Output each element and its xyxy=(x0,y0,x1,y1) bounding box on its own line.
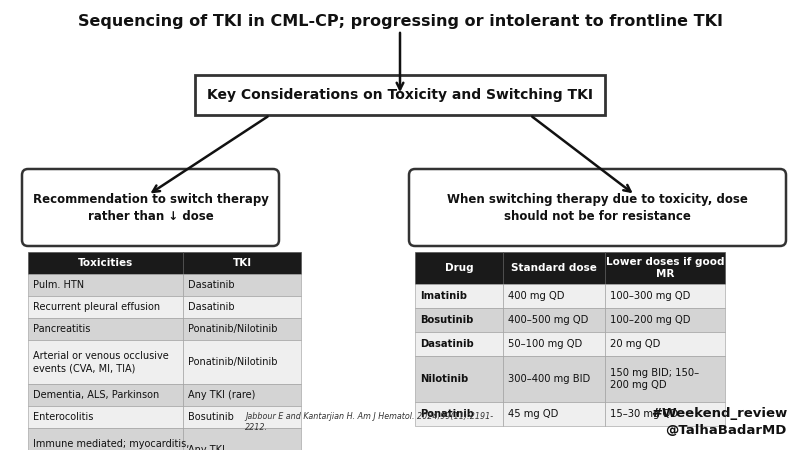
Bar xyxy=(503,332,605,356)
Bar xyxy=(503,308,605,332)
Bar xyxy=(183,296,301,318)
Text: @TalhaBadarMD: @TalhaBadarMD xyxy=(666,423,787,436)
Text: Arterial or venous occlusive
events (CVA, MI, TIA): Arterial or venous occlusive events (CVA… xyxy=(33,351,169,373)
Text: TKI: TKI xyxy=(233,258,251,268)
Text: Dasatinib: Dasatinib xyxy=(188,280,234,290)
Text: Dementia, ALS, Parkinson: Dementia, ALS, Parkinson xyxy=(33,390,159,400)
Bar xyxy=(28,274,183,296)
Bar xyxy=(415,308,503,332)
Bar xyxy=(183,252,301,274)
Bar xyxy=(605,252,725,284)
Text: 20 mg QD: 20 mg QD xyxy=(610,339,660,349)
Bar xyxy=(503,356,605,402)
Bar xyxy=(605,356,725,402)
Text: Nilotinib: Nilotinib xyxy=(420,374,468,384)
Bar xyxy=(183,318,301,340)
Text: Toxicities: Toxicities xyxy=(78,258,133,268)
Bar xyxy=(503,284,605,308)
Bar xyxy=(503,252,605,284)
FancyBboxPatch shape xyxy=(409,169,786,246)
Bar xyxy=(28,428,183,450)
Text: 400 mg QD: 400 mg QD xyxy=(508,291,565,301)
Bar xyxy=(28,384,183,406)
Text: Dasatinib: Dasatinib xyxy=(420,339,474,349)
Text: Standard dose: Standard dose xyxy=(511,263,597,273)
Text: 50–100 mg QD: 50–100 mg QD xyxy=(508,339,582,349)
Text: Recurrent pleural effusion: Recurrent pleural effusion xyxy=(33,302,160,312)
Bar xyxy=(605,332,725,356)
Text: Imatinib: Imatinib xyxy=(420,291,467,301)
Bar xyxy=(28,318,183,340)
Bar xyxy=(605,284,725,308)
Bar xyxy=(195,75,605,115)
Text: Ponatinib/Nilotinib: Ponatinib/Nilotinib xyxy=(188,324,278,334)
Text: 15–30 mg QD: 15–30 mg QD xyxy=(610,409,678,419)
Text: Drug: Drug xyxy=(445,263,474,273)
FancyBboxPatch shape xyxy=(22,169,279,246)
Text: 100–300 mg QD: 100–300 mg QD xyxy=(610,291,690,301)
Bar xyxy=(183,384,301,406)
Bar xyxy=(183,340,301,384)
Bar xyxy=(28,340,183,384)
Text: Bosutinib: Bosutinib xyxy=(188,412,234,422)
Bar xyxy=(415,356,503,402)
Bar xyxy=(605,308,725,332)
Text: Any TKI: Any TKI xyxy=(188,445,225,450)
Text: Lower doses if good
MR: Lower doses if good MR xyxy=(606,257,724,279)
Bar xyxy=(415,284,503,308)
Bar xyxy=(28,406,183,428)
Text: Recommendation to switch therapy
rather than ↓ dose: Recommendation to switch therapy rather … xyxy=(33,193,269,222)
Text: 150 mg BID; 150–
200 mg QD: 150 mg BID; 150– 200 mg QD xyxy=(610,368,699,390)
Text: Pulm. HTN: Pulm. HTN xyxy=(33,280,84,290)
Bar xyxy=(28,252,183,274)
Text: Jabbour E and Kantarjian H. Am J Hematol. 2024;99(11):2191-
2212.: Jabbour E and Kantarjian H. Am J Hematol… xyxy=(245,412,493,432)
Text: Immune mediated; myocarditis,
hepatitis, nephritis: Immune mediated; myocarditis, hepatitis,… xyxy=(33,439,190,450)
Text: Ponatinib: Ponatinib xyxy=(420,409,474,419)
Bar xyxy=(415,402,503,426)
Bar xyxy=(183,428,301,450)
Text: Key Considerations on Toxicity and Switching TKI: Key Considerations on Toxicity and Switc… xyxy=(207,88,593,102)
Text: 300–400 mg BID: 300–400 mg BID xyxy=(508,374,590,384)
Bar xyxy=(415,252,503,284)
Bar xyxy=(183,274,301,296)
Text: Ponatinib/Nilotinib: Ponatinib/Nilotinib xyxy=(188,357,278,367)
Text: #Weekend_review: #Weekend_review xyxy=(650,408,787,420)
Text: When switching therapy due to toxicity, dose
should not be for resistance: When switching therapy due to toxicity, … xyxy=(447,193,748,222)
Text: 100–200 mg QD: 100–200 mg QD xyxy=(610,315,690,325)
Bar xyxy=(605,402,725,426)
Text: Dasatinib: Dasatinib xyxy=(188,302,234,312)
Text: Any TKI (rare): Any TKI (rare) xyxy=(188,390,255,400)
Text: 45 mg QD: 45 mg QD xyxy=(508,409,558,419)
Text: Bosutinib: Bosutinib xyxy=(420,315,474,325)
Text: 400–500 mg QD: 400–500 mg QD xyxy=(508,315,588,325)
Bar xyxy=(28,296,183,318)
Text: Pancreatitis: Pancreatitis xyxy=(33,324,90,334)
Bar xyxy=(415,332,503,356)
Text: Sequencing of TKI in CML-CP; progressing or intolerant to frontline TKI: Sequencing of TKI in CML-CP; progressing… xyxy=(78,14,722,29)
Bar xyxy=(503,402,605,426)
Bar xyxy=(183,406,301,428)
Text: Enterocolitis: Enterocolitis xyxy=(33,412,94,422)
